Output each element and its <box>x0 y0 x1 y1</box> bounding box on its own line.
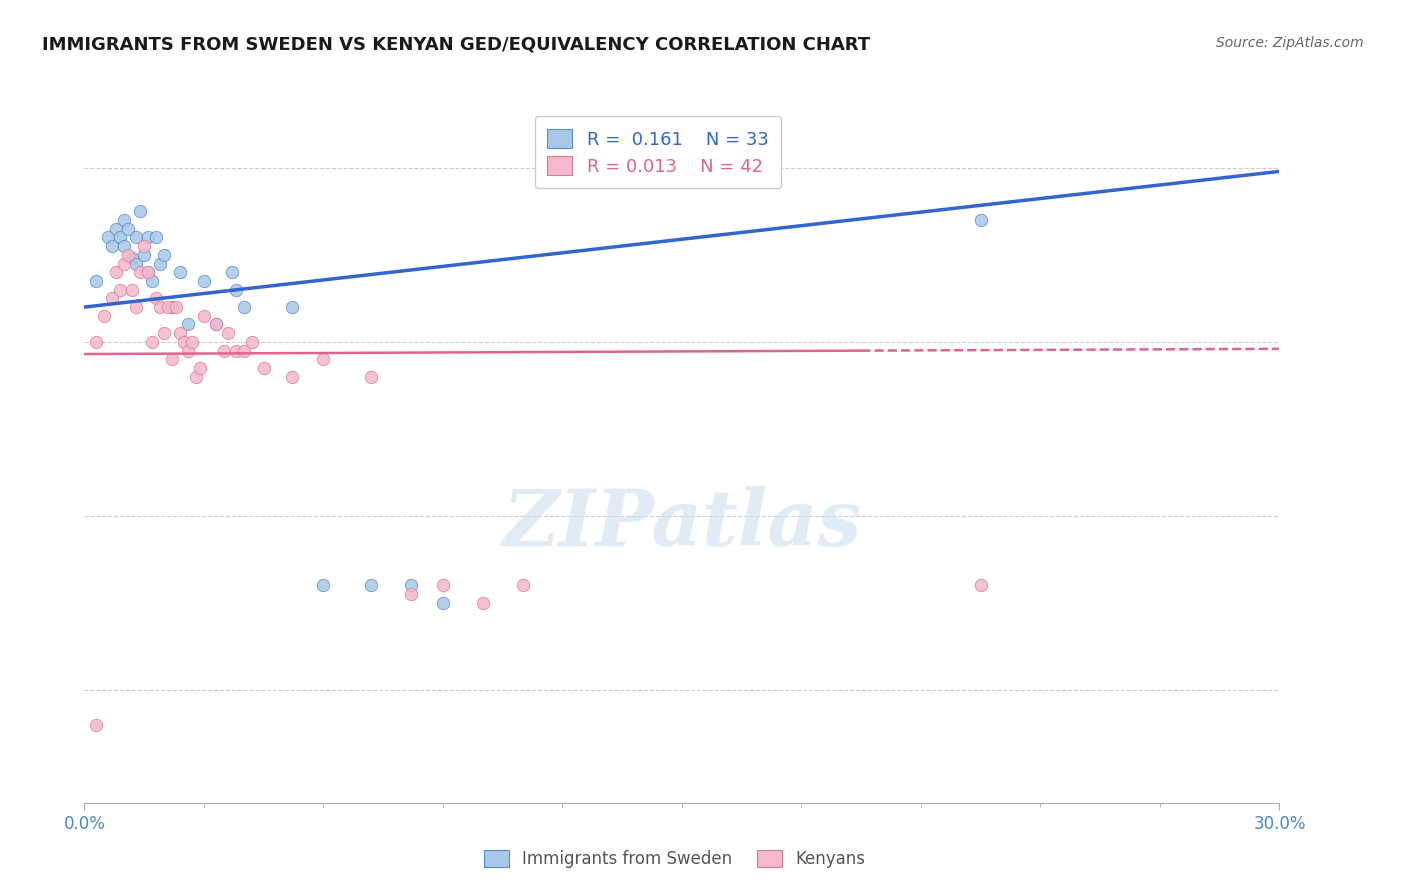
Point <box>157 300 180 314</box>
Point <box>432 578 454 592</box>
Point <box>86 274 108 288</box>
Point <box>129 265 152 279</box>
Point <box>153 326 176 340</box>
Point <box>225 283 247 297</box>
Point <box>193 309 215 323</box>
Point <box>141 334 163 349</box>
Point <box>184 369 207 384</box>
Point <box>136 230 159 244</box>
Point <box>232 300 254 314</box>
Point <box>136 265 159 279</box>
Point <box>117 248 139 262</box>
Point <box>180 334 202 349</box>
Point <box>141 274 163 288</box>
Point <box>970 213 993 227</box>
Point <box>173 334 195 349</box>
Point <box>112 213 135 227</box>
Point <box>121 252 143 266</box>
Point <box>149 300 172 314</box>
Legend: R =  0.161    N = 33, R = 0.013    N = 42: R = 0.161 N = 33, R = 0.013 N = 42 <box>534 116 782 188</box>
Point <box>193 274 215 288</box>
Point <box>399 587 422 601</box>
Point <box>240 334 263 349</box>
Point <box>153 248 176 262</box>
Point <box>177 318 200 332</box>
Point <box>97 230 120 244</box>
Text: Source: ZipAtlas.com: Source: ZipAtlas.com <box>1216 36 1364 50</box>
Text: ZIPatlas: ZIPatlas <box>502 486 862 563</box>
Point <box>129 204 152 219</box>
Point <box>125 257 148 271</box>
Point <box>112 239 135 253</box>
Point <box>110 230 132 244</box>
Point <box>169 326 191 340</box>
Point <box>149 257 172 271</box>
Point <box>105 222 128 236</box>
Point <box>360 369 382 384</box>
Point <box>132 239 156 253</box>
Point <box>136 265 159 279</box>
Point <box>145 230 167 244</box>
Point <box>160 352 183 367</box>
Point <box>232 343 254 358</box>
Point <box>132 248 156 262</box>
Point <box>101 239 124 253</box>
Point <box>312 352 335 367</box>
Point <box>101 291 124 305</box>
Point <box>221 265 243 279</box>
Point <box>432 596 454 610</box>
Point <box>225 343 247 358</box>
Point <box>188 360 211 375</box>
Point <box>970 578 993 592</box>
Point <box>280 300 302 314</box>
Point <box>169 265 191 279</box>
Legend: Immigrants from Sweden, Kenyans: Immigrants from Sweden, Kenyans <box>477 843 873 875</box>
Point <box>160 300 183 314</box>
Point <box>512 578 534 592</box>
Point <box>280 369 302 384</box>
Point <box>165 300 187 314</box>
Point <box>105 265 128 279</box>
Point <box>399 578 422 592</box>
Point <box>212 343 235 358</box>
Point <box>86 717 108 731</box>
Point <box>471 596 494 610</box>
Point <box>110 283 132 297</box>
Point <box>205 318 228 332</box>
Point <box>205 318 228 332</box>
Point <box>177 343 200 358</box>
Point <box>312 578 335 592</box>
Point <box>86 334 108 349</box>
Point <box>125 300 148 314</box>
Point <box>117 222 139 236</box>
Point <box>253 360 276 375</box>
Point <box>112 257 135 271</box>
Point <box>217 326 239 340</box>
Point <box>121 283 143 297</box>
Point <box>125 230 148 244</box>
Point <box>145 291 167 305</box>
Point <box>360 578 382 592</box>
Point <box>93 309 115 323</box>
Text: IMMIGRANTS FROM SWEDEN VS KENYAN GED/EQUIVALENCY CORRELATION CHART: IMMIGRANTS FROM SWEDEN VS KENYAN GED/EQU… <box>42 36 870 54</box>
